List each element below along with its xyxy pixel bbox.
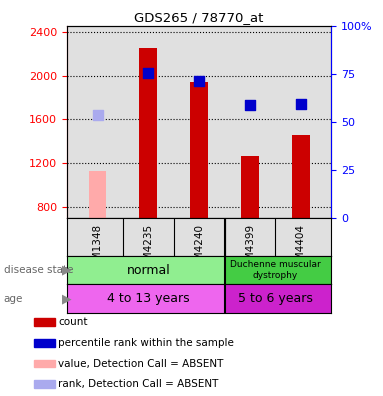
Text: percentile rank within the sample: percentile rank within the sample <box>58 338 234 348</box>
Text: 5 to 6 years: 5 to 6 years <box>238 292 313 305</box>
Text: ▶: ▶ <box>62 264 72 276</box>
Text: GSM4399: GSM4399 <box>245 224 255 274</box>
Text: GSM4235: GSM4235 <box>143 224 153 274</box>
Bar <box>67 284 224 313</box>
Bar <box>88 171 106 218</box>
Point <box>95 112 101 118</box>
Text: ▶: ▶ <box>62 292 72 305</box>
Bar <box>34 318 54 326</box>
Bar <box>34 380 54 388</box>
Text: value, Detection Call = ABSENT: value, Detection Call = ABSENT <box>58 358 224 369</box>
Bar <box>34 339 54 347</box>
Text: GSM4404: GSM4404 <box>296 224 306 274</box>
Bar <box>224 256 331 284</box>
Text: age: age <box>4 293 23 304</box>
Bar <box>139 48 157 218</box>
Point <box>145 70 151 76</box>
Text: count: count <box>58 317 88 327</box>
Bar <box>190 82 208 218</box>
Bar <box>224 284 331 313</box>
Text: normal: normal <box>126 264 170 276</box>
Point <box>298 101 304 107</box>
Title: GDS265 / 78770_at: GDS265 / 78770_at <box>134 11 264 24</box>
Point <box>196 78 202 84</box>
Text: disease state: disease state <box>4 265 73 275</box>
Bar <box>292 135 310 218</box>
Text: GSM4240: GSM4240 <box>194 224 204 274</box>
Bar <box>241 156 259 218</box>
Text: 4 to 13 years: 4 to 13 years <box>107 292 190 305</box>
Bar <box>34 360 54 367</box>
Bar <box>67 256 224 284</box>
Text: GSM1348: GSM1348 <box>93 224 103 274</box>
Point <box>247 102 253 109</box>
Text: rank, Detection Call = ABSENT: rank, Detection Call = ABSENT <box>58 379 219 389</box>
Text: Duchenne muscular
dystrophy: Duchenne muscular dystrophy <box>230 261 321 280</box>
